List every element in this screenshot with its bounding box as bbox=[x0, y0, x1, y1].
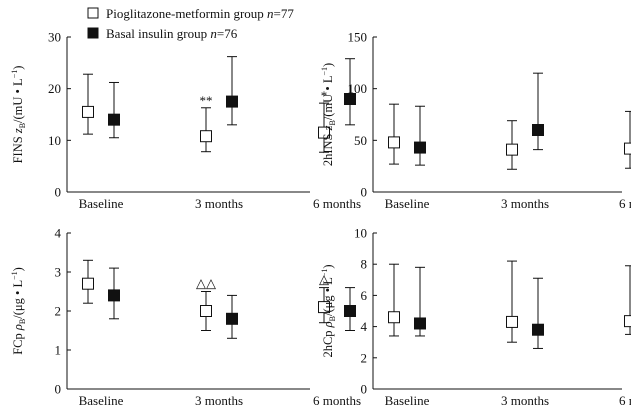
x-tick-label: 6 months bbox=[313, 393, 361, 408]
chart-panel-4: 0 2 4 6 8 10 Baseline 3 months 6 months 2hCp ρB/(… bbox=[320, 226, 631, 409]
significance-annotation: △△ bbox=[196, 276, 216, 291]
x-tick-label: 3 months bbox=[501, 393, 549, 408]
open-square-marker bbox=[625, 316, 631, 327]
basal-insulin-point bbox=[109, 268, 120, 319]
x-tick-label: 3 months bbox=[501, 196, 549, 211]
chart-panel-2: 0 50 100 150 Baseline 3 months 6 months 2hINS z… bbox=[320, 30, 631, 212]
y-tick-label: 150 bbox=[348, 30, 368, 45]
y-tick-label: 4 bbox=[361, 319, 368, 334]
open-square-marker bbox=[507, 144, 518, 155]
y-axis-label: 2hCp ρB/(μg • L−1) bbox=[320, 264, 337, 357]
y-tick-label: 0 bbox=[361, 382, 368, 397]
y-tick-label: 30 bbox=[48, 30, 61, 45]
y-tick-label: 10 bbox=[48, 133, 61, 148]
basal-insulin-point bbox=[415, 267, 426, 336]
y-tick-label: 2 bbox=[55, 304, 62, 319]
filled-square-marker bbox=[227, 96, 238, 107]
pioglitazone-point bbox=[83, 260, 94, 303]
y-tick-label: 6 bbox=[361, 288, 368, 303]
filled-square-marker bbox=[533, 324, 544, 335]
pioglitazone-point bbox=[201, 292, 212, 331]
pioglitazone-point bbox=[625, 266, 631, 335]
basal-insulin-point bbox=[533, 278, 544, 348]
y-axis-label: FCp ρB/(μg • L−1) bbox=[10, 267, 27, 355]
legend-label: Pioglitazone-metformin group n=77 bbox=[106, 6, 294, 21]
basal-insulin-point bbox=[415, 106, 426, 165]
open-square-marker bbox=[507, 316, 518, 327]
legend-label: Basal insulin group n=76 bbox=[106, 26, 238, 41]
open-square-marker bbox=[201, 306, 212, 317]
basal-insulin-point bbox=[227, 295, 238, 338]
y-tick-label: 3 bbox=[55, 265, 62, 280]
x-tick-label: Baseline bbox=[79, 196, 124, 211]
x-tick-label: Baseline bbox=[79, 393, 124, 408]
y-tick-label: 2 bbox=[361, 350, 368, 365]
filled-square-marker bbox=[227, 313, 238, 324]
y-tick-label: 20 bbox=[48, 81, 61, 96]
x-tick-label: Baseline bbox=[385, 393, 430, 408]
basal-insulin-point bbox=[109, 82, 120, 137]
y-tick-label: 0 bbox=[361, 185, 368, 200]
pioglitazone-point bbox=[83, 74, 94, 134]
open-square-marker bbox=[83, 106, 94, 117]
pioglitazone-point bbox=[201, 108, 212, 152]
x-tick-label: Baseline bbox=[385, 196, 430, 211]
open-square-marker bbox=[389, 137, 400, 148]
x-tick-label: 3 months bbox=[195, 196, 243, 211]
x-tick-label: 6 months bbox=[313, 196, 361, 211]
filled-square-marker bbox=[533, 125, 544, 136]
pioglitazone-point bbox=[507, 121, 518, 170]
y-tick-label: 8 bbox=[361, 257, 368, 272]
chart-panel-1: 0 10 20 30 Baseline 3 months 6 months FINS zB/(… bbox=[10, 30, 361, 212]
y-tick-label: 50 bbox=[354, 133, 367, 148]
legend-item-pioglitazone-metformin: Pioglitazone-metformin group n=77 bbox=[88, 6, 294, 21]
open-square-marker bbox=[389, 312, 400, 323]
filled-square-marker bbox=[109, 114, 120, 125]
open-square-marker bbox=[201, 131, 212, 142]
open-square-marker bbox=[83, 278, 94, 289]
basal-insulin-point bbox=[533, 73, 544, 149]
legend-item-basal-insulin: Basal insulin group n=76 bbox=[88, 26, 238, 41]
chart-panel-3: 0 1 2 3 4 Baseline 3 months 6 months FCp ρB/(μg … bbox=[10, 226, 361, 409]
significance-annotation: ** bbox=[200, 93, 213, 108]
x-tick-label: 6 months bbox=[619, 393, 631, 408]
filled-square-marker bbox=[415, 318, 426, 329]
x-tick-label: 6 months bbox=[619, 196, 631, 211]
y-tick-label: 10 bbox=[354, 226, 367, 241]
y-tick-label: 4 bbox=[55, 226, 62, 241]
filled-square-marker bbox=[345, 306, 356, 317]
legend-open-square-marker bbox=[88, 8, 98, 18]
y-tick-label: 0 bbox=[55, 382, 62, 397]
filled-square-marker bbox=[415, 142, 426, 153]
x-tick-label: 3 months bbox=[195, 393, 243, 408]
pioglitazone-point bbox=[389, 264, 400, 336]
y-axis-label: FINS zB/(mU • L−1) bbox=[10, 66, 27, 164]
legend: Pioglitazone-metformin group n=77 Basal … bbox=[88, 6, 294, 41]
basal-insulin-point bbox=[227, 57, 238, 125]
basal-insulin-point bbox=[345, 288, 356, 331]
y-tick-label: 100 bbox=[348, 81, 368, 96]
pioglitazone-point bbox=[389, 104, 400, 164]
legend-filled-square-marker bbox=[88, 28, 98, 38]
y-axis-label: 2hINS zB/(mU • L−1) bbox=[320, 63, 337, 166]
pioglitazone-point bbox=[625, 111, 631, 168]
open-square-marker bbox=[625, 143, 631, 154]
y-tick-label: 0 bbox=[55, 185, 62, 200]
pioglitazone-point bbox=[507, 261, 518, 342]
y-tick-label: 1 bbox=[55, 343, 62, 358]
filled-square-marker bbox=[109, 290, 120, 301]
